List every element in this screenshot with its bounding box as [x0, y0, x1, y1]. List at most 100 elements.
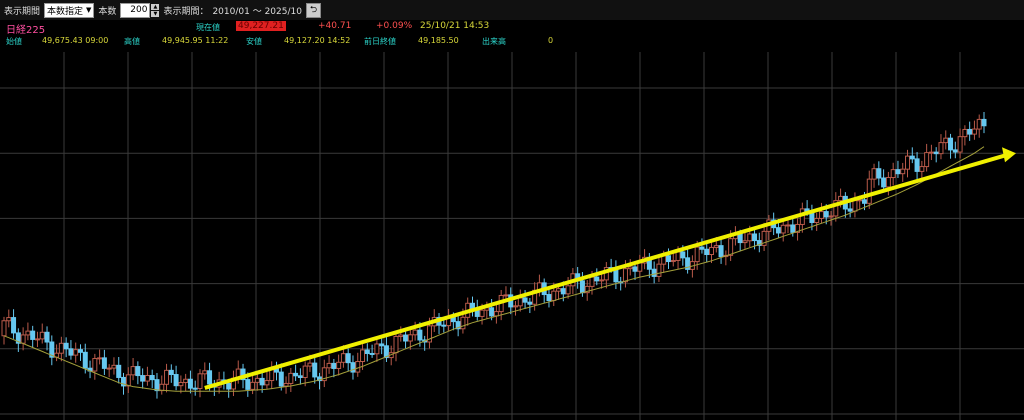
candle-body [82, 351, 88, 369]
candle-body [101, 357, 107, 369]
candle-body [259, 377, 265, 386]
candle-body [297, 375, 303, 378]
candle-body [369, 352, 375, 355]
open-label: 始値 [6, 37, 22, 46]
candle-body [20, 334, 26, 344]
candle-body [493, 311, 499, 317]
candle-body [116, 364, 122, 378]
candle-body [30, 330, 36, 340]
candle-body [58, 342, 64, 354]
candle-body [579, 280, 585, 294]
candle-body [149, 375, 155, 381]
trend-arrow-head [1002, 147, 1016, 163]
candle-body [130, 366, 136, 376]
trend-arrow-line [204, 153, 1007, 390]
candle-body [881, 177, 887, 188]
change-value: +40.71 [318, 21, 352, 31]
candle-body [97, 357, 103, 360]
candle-body [627, 266, 633, 270]
quote-datetime: 25/10/21 14:53 [420, 21, 490, 31]
toolbar: 表示期間 本数指定 ▼ 本数 200 ▲ ▼ 表示期間： 2010/01 ～ 202… [0, 0, 1024, 20]
candle-body [871, 168, 877, 180]
candle-body [412, 329, 418, 336]
moving-average-line [3, 146, 985, 392]
open-value: 49,675.43 09:00 [42, 36, 109, 45]
volume-label: 出来高 [482, 37, 506, 46]
candle-body [39, 331, 45, 340]
candle-body [780, 224, 786, 234]
candle-body [694, 246, 700, 263]
candle-body [407, 334, 413, 342]
candle-body [350, 362, 356, 373]
candle-body [254, 377, 260, 383]
candle-body [522, 297, 528, 303]
volume-value: 0 [548, 36, 554, 45]
candle-body [426, 325, 432, 343]
candle-body [278, 371, 284, 387]
candle-body [15, 332, 21, 344]
instrument-name: 日経225 [6, 25, 46, 36]
candle-body [460, 316, 466, 330]
candle-body [565, 285, 571, 295]
candle-body [441, 324, 447, 327]
candle-body [861, 199, 867, 204]
candle-body [737, 233, 743, 244]
candle-body [374, 343, 380, 355]
candle-body [288, 372, 294, 384]
candle-body [866, 178, 872, 204]
count-stepper[interactable]: ▲ ▼ [151, 3, 160, 17]
candle-body [417, 329, 423, 341]
candle-body [202, 370, 208, 375]
price-chart[interactable] [0, 52, 1024, 420]
count-label: 本数 [98, 6, 117, 17]
candle-body [489, 307, 495, 317]
candle-body [928, 151, 934, 154]
candle-body [962, 128, 968, 138]
quote-header: 日経225 現在値 49,227.21 +40.71 +0.09% 25/10/… [0, 21, 1024, 36]
candle-body [173, 374, 179, 387]
chevron-down-icon: ▼ [86, 6, 92, 14]
candle-body [187, 378, 193, 389]
range-label: 表示期間： [163, 6, 209, 17]
current-label: 現在値 [196, 23, 220, 32]
count-input[interactable]: 200 [120, 2, 151, 18]
candle-body [943, 137, 949, 144]
chevron-down-icon[interactable]: ▼ [151, 10, 160, 17]
candle-body [331, 362, 337, 369]
candle-body [709, 246, 715, 256]
candle-body [34, 338, 40, 341]
candle-body [513, 305, 519, 308]
candle-body [355, 361, 361, 373]
candle-body [556, 288, 562, 292]
candle-body [302, 365, 308, 378]
candle-body [125, 374, 131, 387]
candle-body [675, 251, 681, 261]
candle-body [49, 341, 55, 358]
candle-body [718, 245, 724, 258]
candle-body [154, 379, 160, 392]
candle-body [398, 334, 404, 337]
period-mode-select[interactable]: 本数指定 ▼ [44, 2, 95, 18]
candle-body [885, 177, 891, 188]
candle-body [747, 233, 753, 242]
chevron-up-icon[interactable]: ▲ [151, 3, 160, 10]
candle-body [599, 279, 605, 282]
candle-body [63, 342, 69, 350]
candle-body [900, 168, 906, 175]
refresh-icon[interactable]: ⮌ [305, 2, 321, 18]
candle-body [833, 200, 839, 217]
candle-body [728, 238, 734, 256]
candle-body [527, 301, 533, 305]
period-mode-value: 本数指定 [47, 6, 84, 17]
candle-body [814, 217, 820, 223]
candle-body [164, 369, 170, 385]
candle-body [168, 369, 174, 376]
candle-body [264, 380, 270, 386]
candle-body [245, 379, 251, 390]
range-value: 2010/01 ～ 2025/10 [212, 6, 302, 17]
candle-body [479, 309, 485, 317]
candle-body [981, 118, 987, 127]
candle-body [283, 382, 289, 387]
candle-body [713, 245, 719, 248]
prev-close-label: 前日終値 [364, 37, 396, 46]
